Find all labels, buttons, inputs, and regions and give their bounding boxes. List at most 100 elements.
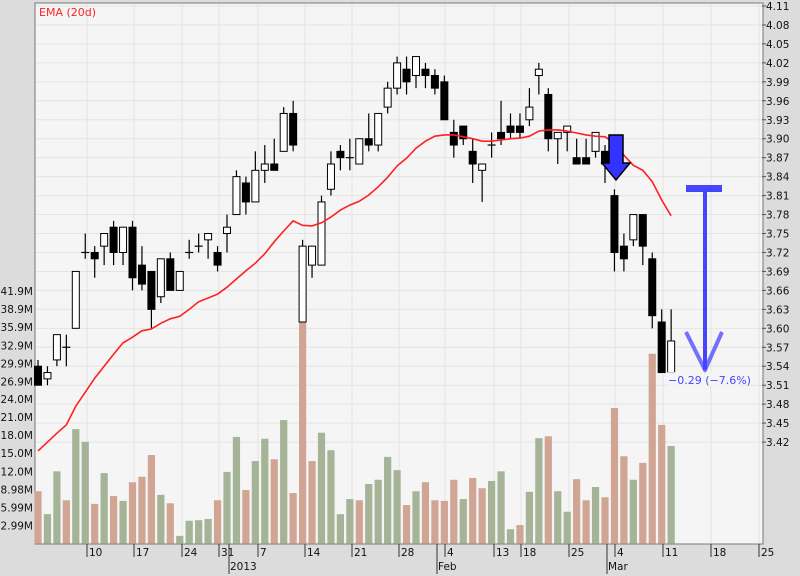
volume-bar	[336, 514, 344, 544]
candle-body-down	[34, 365, 42, 386]
candle-body-down	[582, 157, 591, 165]
candle	[156, 258, 165, 304]
volume-bar	[81, 441, 89, 544]
candle-body-down	[459, 125, 468, 140]
volume-bar	[667, 445, 675, 544]
volume-tick-label: 35.9M	[1, 322, 33, 334]
volume-bar	[516, 525, 524, 544]
volume-bar	[34, 491, 42, 544]
volume-bar	[204, 518, 212, 544]
price-tick-label: 3.66	[766, 285, 790, 297]
candle-body-down	[166, 258, 175, 291]
price-tick-label: 3.45	[766, 418, 789, 430]
candle	[223, 214, 231, 253]
volume-bar	[384, 456, 392, 544]
volume-bar	[223, 471, 231, 544]
signal-arrow-icon[interactable]	[600, 134, 632, 182]
candle	[364, 113, 373, 152]
candle	[553, 131, 562, 164]
candle-body-up	[563, 125, 572, 133]
grid	[36, 4, 762, 543]
volume-bar	[459, 499, 467, 544]
volume-bar	[488, 480, 496, 544]
volume-bar	[591, 487, 600, 544]
measure-label-bg	[666, 372, 740, 386]
candle	[326, 151, 335, 196]
date-tick-label: 24	[184, 547, 198, 559]
volume-bar	[166, 503, 174, 544]
volume-bar	[53, 471, 61, 544]
volume-tick-label: 29.9M	[1, 358, 33, 370]
candle	[251, 151, 260, 203]
candle-body-up	[534, 68, 543, 77]
candle	[298, 239, 307, 323]
candle	[648, 252, 657, 329]
volume-bar	[440, 500, 448, 544]
candle	[638, 214, 647, 266]
candle	[345, 138, 354, 171]
candle	[657, 309, 666, 374]
price-tick-label: 3.48	[766, 399, 789, 411]
candle	[100, 233, 109, 266]
candle	[629, 214, 638, 247]
candle-body-up	[251, 169, 260, 203]
volume-bar	[402, 505, 411, 544]
candle	[270, 138, 279, 171]
candle-body-up	[232, 176, 241, 216]
candle	[213, 246, 222, 272]
candle-body-down	[430, 75, 439, 89]
candle	[137, 246, 146, 291]
candle-body-down	[270, 163, 279, 171]
date-tick-label: 25	[571, 547, 584, 559]
candle	[317, 195, 326, 266]
volume-bar	[289, 493, 297, 544]
candle	[459, 125, 468, 146]
volume-bar	[554, 491, 562, 544]
candle	[194, 233, 203, 253]
volume-tick-label: 21.0M	[1, 412, 33, 424]
measure-tool[interactable]	[684, 185, 724, 375]
volume-tick-label: 38.9M	[1, 304, 33, 316]
volume-bar	[469, 477, 477, 544]
date-tick-label: 21	[354, 547, 367, 559]
volume-bar	[506, 529, 515, 544]
volume-bar	[629, 479, 637, 544]
candle	[232, 170, 241, 216]
volume-bar	[232, 436, 241, 544]
candle-body-up	[71, 270, 80, 329]
volume-bar	[62, 500, 70, 544]
date-tick-label: 4	[617, 547, 624, 559]
volume-bar	[128, 482, 137, 544]
candle-body-up	[308, 245, 317, 266]
candle-body-up	[260, 163, 269, 171]
volume-bar	[251, 461, 259, 544]
candle	[449, 119, 458, 158]
price-tick-label: 3.87	[766, 153, 789, 165]
volume-bar	[138, 476, 146, 544]
price-tick-label: 3.96	[766, 96, 790, 108]
candle-body-down	[336, 150, 345, 159]
candle-body-down	[648, 258, 657, 317]
candle-body-down	[213, 251, 222, 266]
volume-bar	[91, 503, 99, 544]
volume-bar	[213, 500, 222, 544]
candle-body-down	[109, 226, 118, 253]
price-tick-label: 4.08	[766, 20, 789, 32]
volume-bar	[421, 482, 430, 544]
volume-bar	[176, 535, 184, 544]
candle-body-up	[374, 112, 383, 146]
date-tick-label: 25	[761, 547, 774, 559]
candle	[185, 239, 194, 259]
candle-body-up	[383, 87, 392, 108]
date-tick-label: 31	[221, 547, 234, 559]
candlesticks	[34, 56, 676, 386]
price-tick-label: 3.60	[766, 323, 789, 335]
price-tick-label: 4.11	[766, 1, 789, 13]
volume-tick-label: 24.0M	[1, 394, 33, 406]
volume-bar	[119, 500, 127, 544]
candle	[412, 56, 420, 89]
volume-bar	[242, 490, 250, 544]
price-tick-label: 3.42	[766, 437, 789, 449]
candle	[43, 366, 52, 386]
candle	[147, 270, 156, 329]
